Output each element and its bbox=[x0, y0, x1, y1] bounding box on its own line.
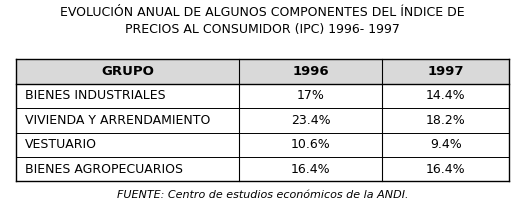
Text: 18.2%: 18.2% bbox=[426, 114, 466, 127]
Text: 14.4%: 14.4% bbox=[426, 89, 466, 102]
Text: 1997: 1997 bbox=[427, 65, 464, 78]
Text: 16.4%: 16.4% bbox=[291, 163, 330, 176]
Text: GRUPO: GRUPO bbox=[101, 65, 154, 78]
Text: 10.6%: 10.6% bbox=[291, 138, 330, 151]
Text: FUENTE: Centro de estudios económicos de la ANDI.: FUENTE: Centro de estudios económicos de… bbox=[117, 191, 408, 200]
Text: 16.4%: 16.4% bbox=[426, 163, 466, 176]
Text: 23.4%: 23.4% bbox=[291, 114, 330, 127]
Text: EVOLUCIÓN ANUAL DE ALGUNOS COMPONENTES DEL ÍNDICE DE
PRECIOS AL CONSUMIDOR (IPC): EVOLUCIÓN ANUAL DE ALGUNOS COMPONENTES D… bbox=[60, 6, 465, 36]
Text: BIENES INDUSTRIALES: BIENES INDUSTRIALES bbox=[25, 89, 166, 102]
Text: VIVIENDA Y ARRENDAMIENTO: VIVIENDA Y ARRENDAMIENTO bbox=[25, 114, 211, 127]
Text: VESTUARIO: VESTUARIO bbox=[25, 138, 97, 151]
Text: 1996: 1996 bbox=[292, 65, 329, 78]
Text: 9.4%: 9.4% bbox=[430, 138, 461, 151]
Text: 17%: 17% bbox=[297, 89, 324, 102]
Bar bbox=[16, 59, 509, 84]
Text: BIENES AGROPECUARIOS: BIENES AGROPECUARIOS bbox=[25, 163, 183, 176]
